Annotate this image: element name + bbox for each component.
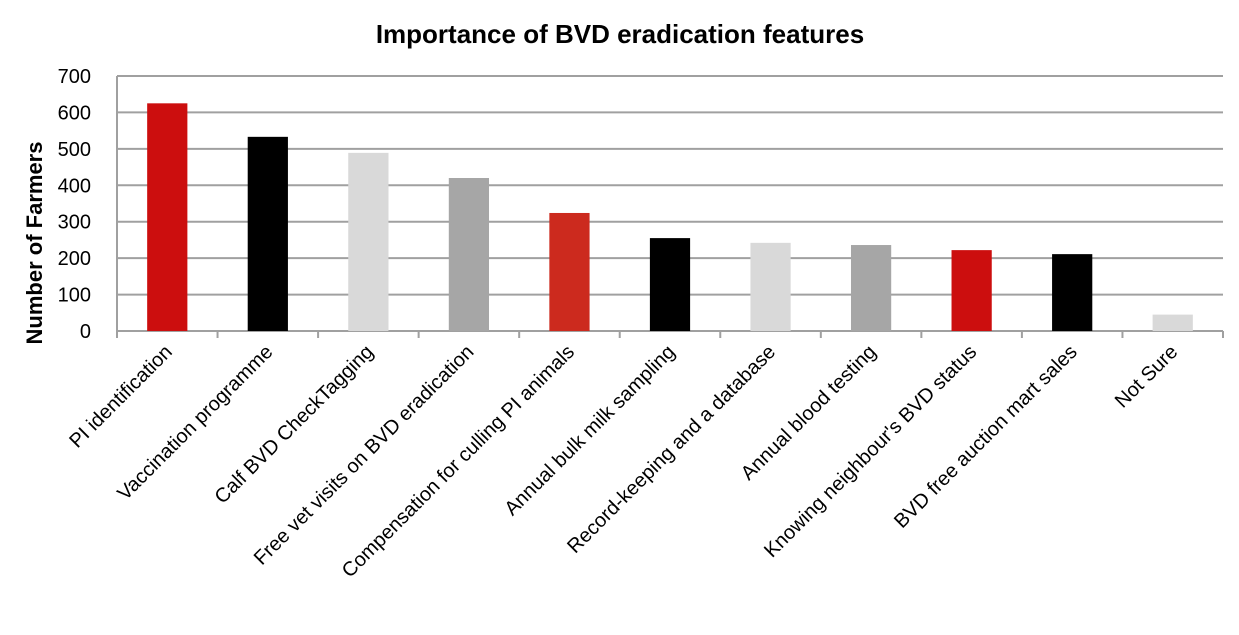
x-tick-label: Knowing neighbour's BVD status [760, 341, 981, 562]
x-tick-label: BVD free auction mart sales [890, 341, 1082, 533]
y-tick-label: 0 [80, 321, 91, 343]
bar [448, 178, 490, 331]
y-tick-label: 100 [58, 285, 91, 307]
y-tick-label: 500 [58, 139, 91, 161]
bar [1152, 314, 1193, 331]
bar [850, 245, 892, 331]
x-tick-label: Record-keeping and a database [563, 341, 780, 558]
bar [951, 250, 992, 331]
y-tick-label: 600 [58, 102, 91, 124]
y-tick-label: 200 [58, 248, 91, 270]
x-tick-label: PI identification [65, 341, 176, 452]
bar [549, 212, 590, 331]
bar [147, 103, 188, 331]
x-tick-label: Free vet visits on BVD eradication [250, 341, 479, 570]
bar [348, 152, 389, 331]
x-tick-label: Not Sure [1111, 341, 1182, 412]
y-tick-label: 300 [58, 212, 91, 234]
bar [750, 242, 791, 331]
y-tick-label: 400 [58, 175, 91, 197]
y-axis-label: Number of Farmers [22, 142, 47, 345]
bar [1052, 254, 1093, 331]
y-tick-label: 700 [58, 66, 91, 88]
bar [649, 238, 691, 331]
bar [247, 136, 288, 331]
chart-title: Importance of BVD eradication features [376, 19, 864, 49]
x-tick-label: Annual bulk milk sampling [500, 341, 679, 520]
